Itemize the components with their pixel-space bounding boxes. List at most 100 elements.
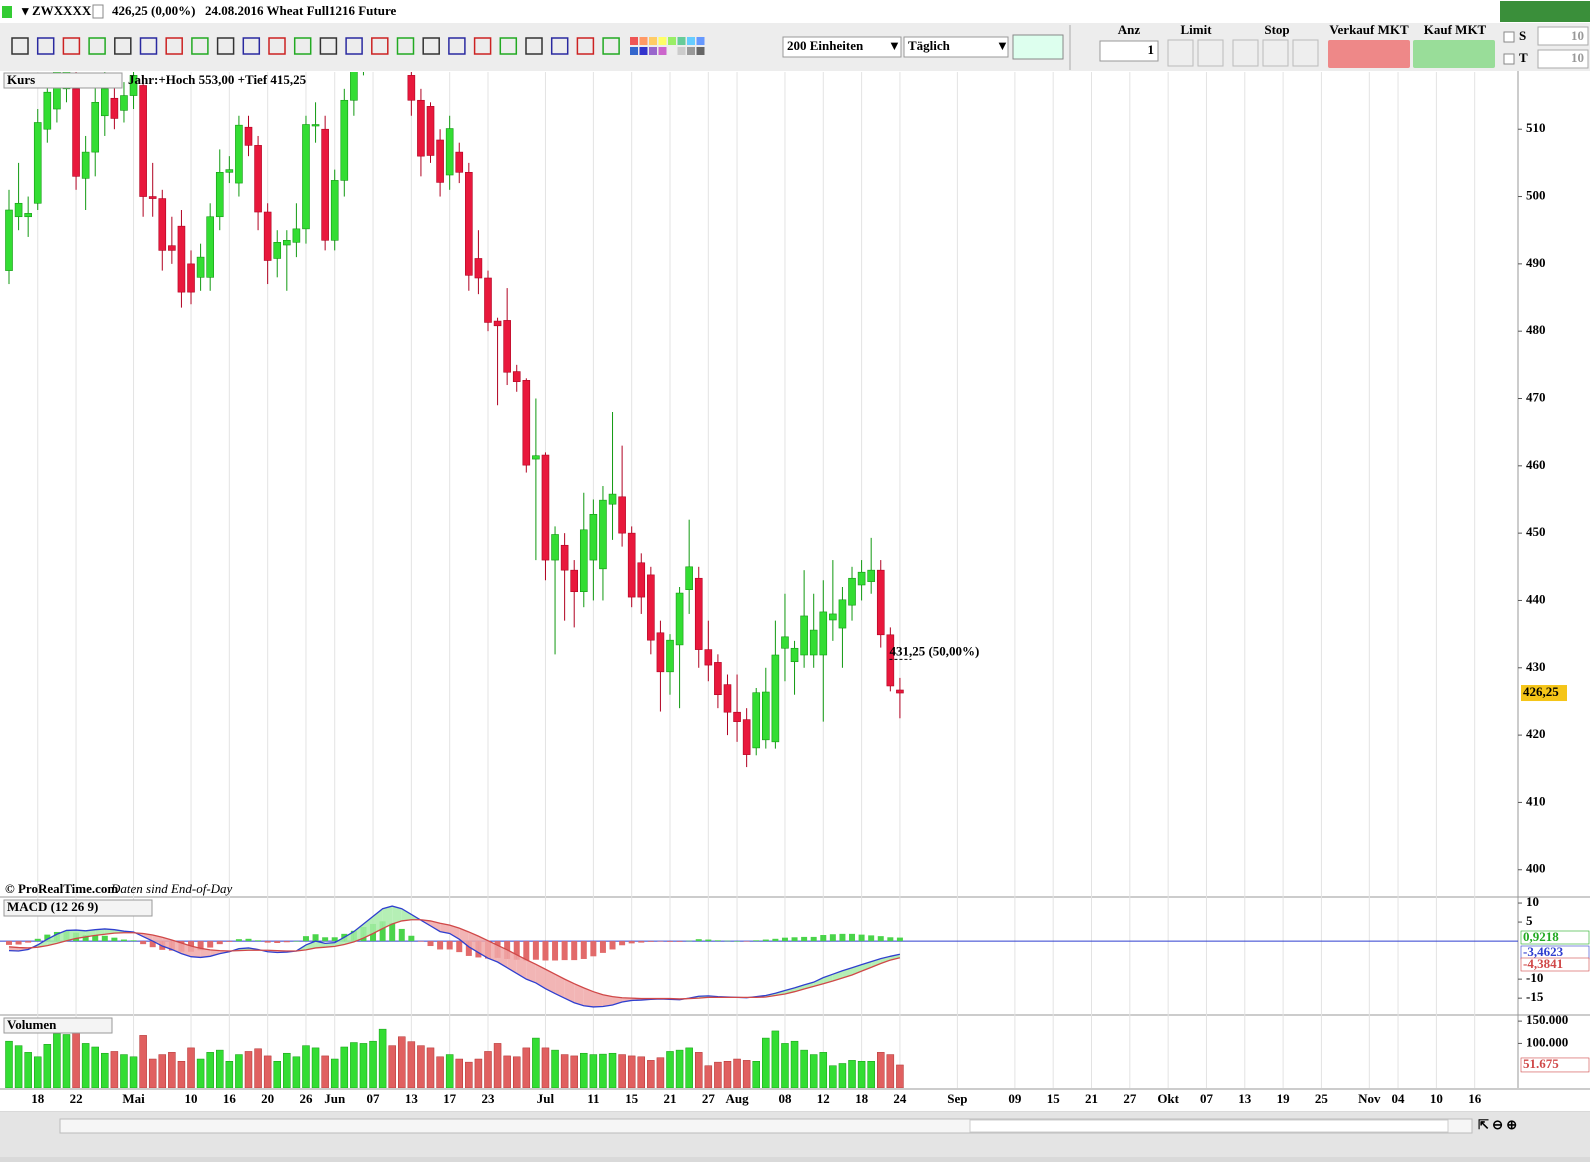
- color-swatch[interactable]: [668, 37, 676, 45]
- limit-sell[interactable]: [1198, 40, 1223, 66]
- color-swatch[interactable]: [630, 37, 638, 45]
- candle-body: [446, 129, 453, 175]
- volume-bar: [858, 1061, 865, 1088]
- volume-bar: [255, 1049, 262, 1088]
- histogram-bar: [849, 934, 855, 941]
- color-swatch[interactable]: [678, 37, 686, 45]
- volume-bar: [140, 1035, 147, 1088]
- t-label: T: [1519, 50, 1528, 65]
- candle-body: [628, 533, 635, 597]
- volume-bar: [350, 1043, 357, 1088]
- candle-body: [322, 129, 329, 240]
- description: 24.08.2016 Wheat Full1216 Future: [205, 3, 397, 18]
- color-swatch[interactable]: [678, 47, 686, 55]
- candle-body: [513, 372, 520, 382]
- macd-panel-title: MACD (12 26 9): [7, 899, 98, 914]
- color-swatch[interactable]: [687, 47, 695, 55]
- volume-bar: [322, 1056, 329, 1088]
- histogram-bar: [447, 941, 453, 949]
- volume-bar: [734, 1059, 741, 1088]
- candle-body: [676, 593, 683, 645]
- volume-bar: [896, 1065, 903, 1088]
- histogram-bar: [705, 940, 711, 942]
- histogram-bar: [610, 941, 616, 949]
- volume-bar: [849, 1060, 856, 1088]
- x-tick-label: Sep: [947, 1091, 967, 1106]
- candle-body: [408, 75, 415, 100]
- scroll-thumb[interactable]: [970, 1120, 1448, 1132]
- histogram-bar: [131, 940, 137, 941]
- candle-body: [34, 122, 41, 203]
- candle-body: [293, 229, 300, 242]
- color-swatch[interactable]: [649, 37, 657, 45]
- candle-body: [801, 616, 808, 655]
- histogram-bar: [897, 938, 903, 942]
- buy-button[interactable]: [1413, 40, 1495, 68]
- candle-body: [657, 633, 664, 672]
- candle-body: [188, 264, 195, 292]
- t-checkbox[interactable]: [1504, 54, 1514, 64]
- candle-body: [168, 246, 175, 251]
- histogram-bar: [600, 941, 606, 953]
- units-value[interactable]: 200 Einheiten: [787, 38, 864, 53]
- chart-style-button[interactable]: [1013, 35, 1063, 59]
- volume-bar: [494, 1043, 501, 1088]
- s-value[interactable]: 10: [1571, 28, 1584, 43]
- x-tick-label: 25: [1315, 1091, 1329, 1106]
- x-tick-label: 13: [1238, 1091, 1252, 1106]
- color-swatch[interactable]: [697, 37, 705, 45]
- candle-body: [580, 530, 587, 592]
- volume-bar: [504, 1056, 511, 1088]
- histogram-bar: [25, 941, 31, 943]
- x-tick-label: 24: [893, 1091, 907, 1106]
- quantity-value[interactable]: 1: [1148, 42, 1155, 57]
- y-tick-label: 450: [1526, 524, 1546, 539]
- candle-body: [647, 575, 654, 640]
- color-swatch[interactable]: [697, 47, 705, 55]
- color-swatch[interactable]: [659, 37, 667, 45]
- volume-bar: [331, 1059, 338, 1088]
- color-swatch[interactable]: [659, 47, 667, 55]
- color-swatch[interactable]: [668, 47, 676, 55]
- candle-body: [532, 456, 539, 459]
- histogram-bar: [571, 941, 577, 960]
- zoom-controls[interactable]: ⇱ ⊖ ⊕: [1478, 1117, 1517, 1132]
- histogram-bar: [772, 939, 778, 941]
- volume-bar: [312, 1048, 319, 1088]
- histogram-bar: [677, 941, 683, 942]
- color-swatch[interactable]: [630, 47, 638, 55]
- candle-body: [686, 567, 693, 590]
- symbol[interactable]: ZWXXXX: [32, 3, 92, 18]
- stop-a[interactable]: [1233, 40, 1258, 66]
- window-controls[interactable]: [1500, 1, 1590, 22]
- color-swatch[interactable]: [687, 37, 695, 45]
- volume-bar: [370, 1041, 377, 1088]
- candle-body: [877, 570, 884, 635]
- color-swatch[interactable]: [640, 37, 648, 45]
- volume-bar: [724, 1061, 731, 1088]
- histogram-bar: [236, 939, 242, 941]
- candle-body: [695, 578, 702, 649]
- volume-bar: [197, 1059, 204, 1088]
- s-checkbox[interactable]: [1504, 32, 1514, 42]
- volume-bar: [820, 1052, 827, 1088]
- stop-c[interactable]: [1293, 40, 1318, 66]
- volume-bar: [417, 1046, 424, 1088]
- volume-bar: [360, 1043, 367, 1088]
- limit-buy[interactable]: [1168, 40, 1193, 66]
- volume-bar: [149, 1059, 156, 1088]
- candle-body: [264, 212, 271, 260]
- volume-bar: [772, 1031, 779, 1088]
- color-swatch[interactable]: [649, 47, 657, 55]
- y-tick-label: 10: [1526, 894, 1539, 909]
- t-value[interactable]: 10: [1571, 50, 1584, 65]
- histogram-bar: [399, 929, 405, 941]
- x-tick-label: 10: [185, 1091, 198, 1106]
- sell-button[interactable]: [1328, 40, 1410, 68]
- stop-b[interactable]: [1263, 40, 1288, 66]
- period-value[interactable]: Täglich: [908, 38, 951, 53]
- candle-body: [207, 217, 214, 278]
- color-swatch[interactable]: [640, 47, 648, 55]
- volume-bar: [120, 1055, 127, 1088]
- candle-body: [743, 720, 750, 755]
